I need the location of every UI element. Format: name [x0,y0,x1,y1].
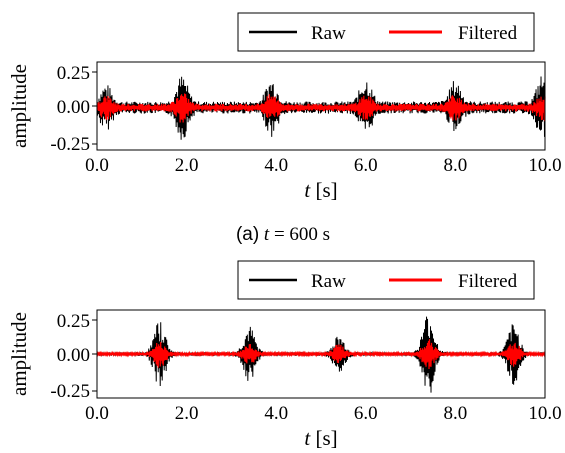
xtick-label: 8.0 [444,403,468,424]
xtick-label: 4.0 [264,403,288,424]
ytick-label: -0.25 [50,134,90,155]
legend-bottom: Raw Filtered [237,260,535,300]
xtick-label: 2.0 [175,403,199,424]
legend-raw-label: Raw [311,23,346,44]
ytick-label: 0.00 [57,97,90,118]
ytick-label: 0.00 [57,345,90,366]
series-line-filtered [96,339,546,370]
legend-filtered-label: Filtered [458,271,518,292]
plot-area-bottom [96,316,546,393]
legend-raw-label: Raw [311,271,346,292]
xtick-label: 0.0 [85,403,109,424]
xtick-label: 6.0 [354,155,378,176]
ytick-label: -0.25 [50,381,90,402]
x-axis-label-bottom: t [s] [304,426,337,450]
legend-top: Raw Filtered [237,12,535,52]
ytick-label: 0.25 [57,311,90,332]
x-axis-label-top: t [s] [304,178,337,202]
xtick-label: 10.0 [528,155,561,176]
y-axis-label-bottom: amplitude [7,312,31,396]
ytick-label: 0.25 [57,63,90,84]
legend-filtered-label: Filtered [458,23,518,44]
xtick-label: 4.0 [264,155,288,176]
chart-top: Raw Filtered 0.25 0.00 -0.25 amplitude 0… [7,12,562,245]
xtick-label: 10.0 [528,403,561,424]
chart-bottom: Raw Filtered 0.25 0.00 -0.25 amplitude 0… [7,260,562,450]
caption-a: (a) t = 600 s [236,224,330,245]
y-axis-label-top: amplitude [7,64,31,148]
xtick-label: 0.0 [85,155,109,176]
xtick-label: 2.0 [175,155,199,176]
series-line-filtered [96,93,546,123]
xtick-label: 8.0 [444,155,468,176]
xtick-label: 6.0 [354,403,378,424]
plot-area-top [96,76,546,140]
